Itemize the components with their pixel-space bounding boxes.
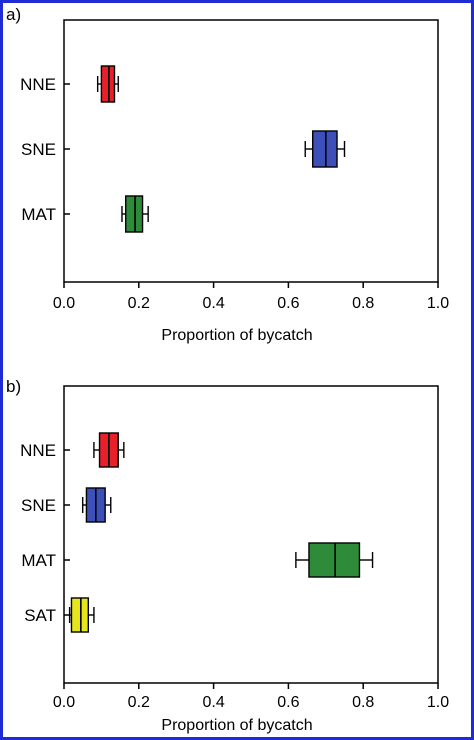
iqr-box [100,65,116,103]
x-tick-label: 0.2 [128,295,150,312]
x-tick-label: 0.8 [352,694,374,711]
panel-label: b) [6,377,21,396]
category-label: NNE [20,441,56,460]
box-sat: SAT [24,606,56,625]
iqr-box [308,542,361,578]
plot-area-border [63,19,439,283]
box-mat: MAT [21,551,56,570]
panel-a: a) 0.0 0.2 0.4 0.6 0.8 1.0 Proportion of bycatc… [6,5,449,344]
x-axis-title: Proportion of bycatch [161,717,312,734]
x-tick-label: 0.8 [352,295,374,312]
category-label: NNE [20,75,56,94]
panel-b: b) 0.0 0.2 0.4 0.6 0.8 1.0 Proportion of bycatc… [6,377,449,734]
box-nne: NNE [20,75,56,94]
x-tick-label: 0.4 [202,694,224,711]
box-nne: NNE [20,441,56,460]
x-tick-label: 0.4 [202,295,224,312]
category-label: MAT [21,551,56,570]
iqr-box [125,195,144,233]
category-label: SNE [21,140,56,159]
category-label: MAT [21,205,56,224]
x-tick-label: 0.2 [128,694,150,711]
box-sne: SNE [21,140,56,159]
box-mat: MAT [21,205,56,224]
x-tick-label: 1.0 [427,694,449,711]
x-tick-label: 0.0 [53,295,75,312]
x-axis-title: Proportion of bycatch [161,327,312,344]
x-tick-label: 0.0 [53,694,75,711]
category-label: SAT [24,606,56,625]
x-tick-label: 0.6 [277,295,299,312]
x-tick-label: 1.0 [427,295,449,312]
iqr-box [70,597,90,633]
plot-area-border [63,385,439,684]
x-tick-label: 0.6 [277,694,299,711]
iqr-box [312,130,338,168]
category-label: SNE [21,496,56,515]
box-sne: SNE [21,496,56,515]
panel-label: a) [6,5,21,24]
